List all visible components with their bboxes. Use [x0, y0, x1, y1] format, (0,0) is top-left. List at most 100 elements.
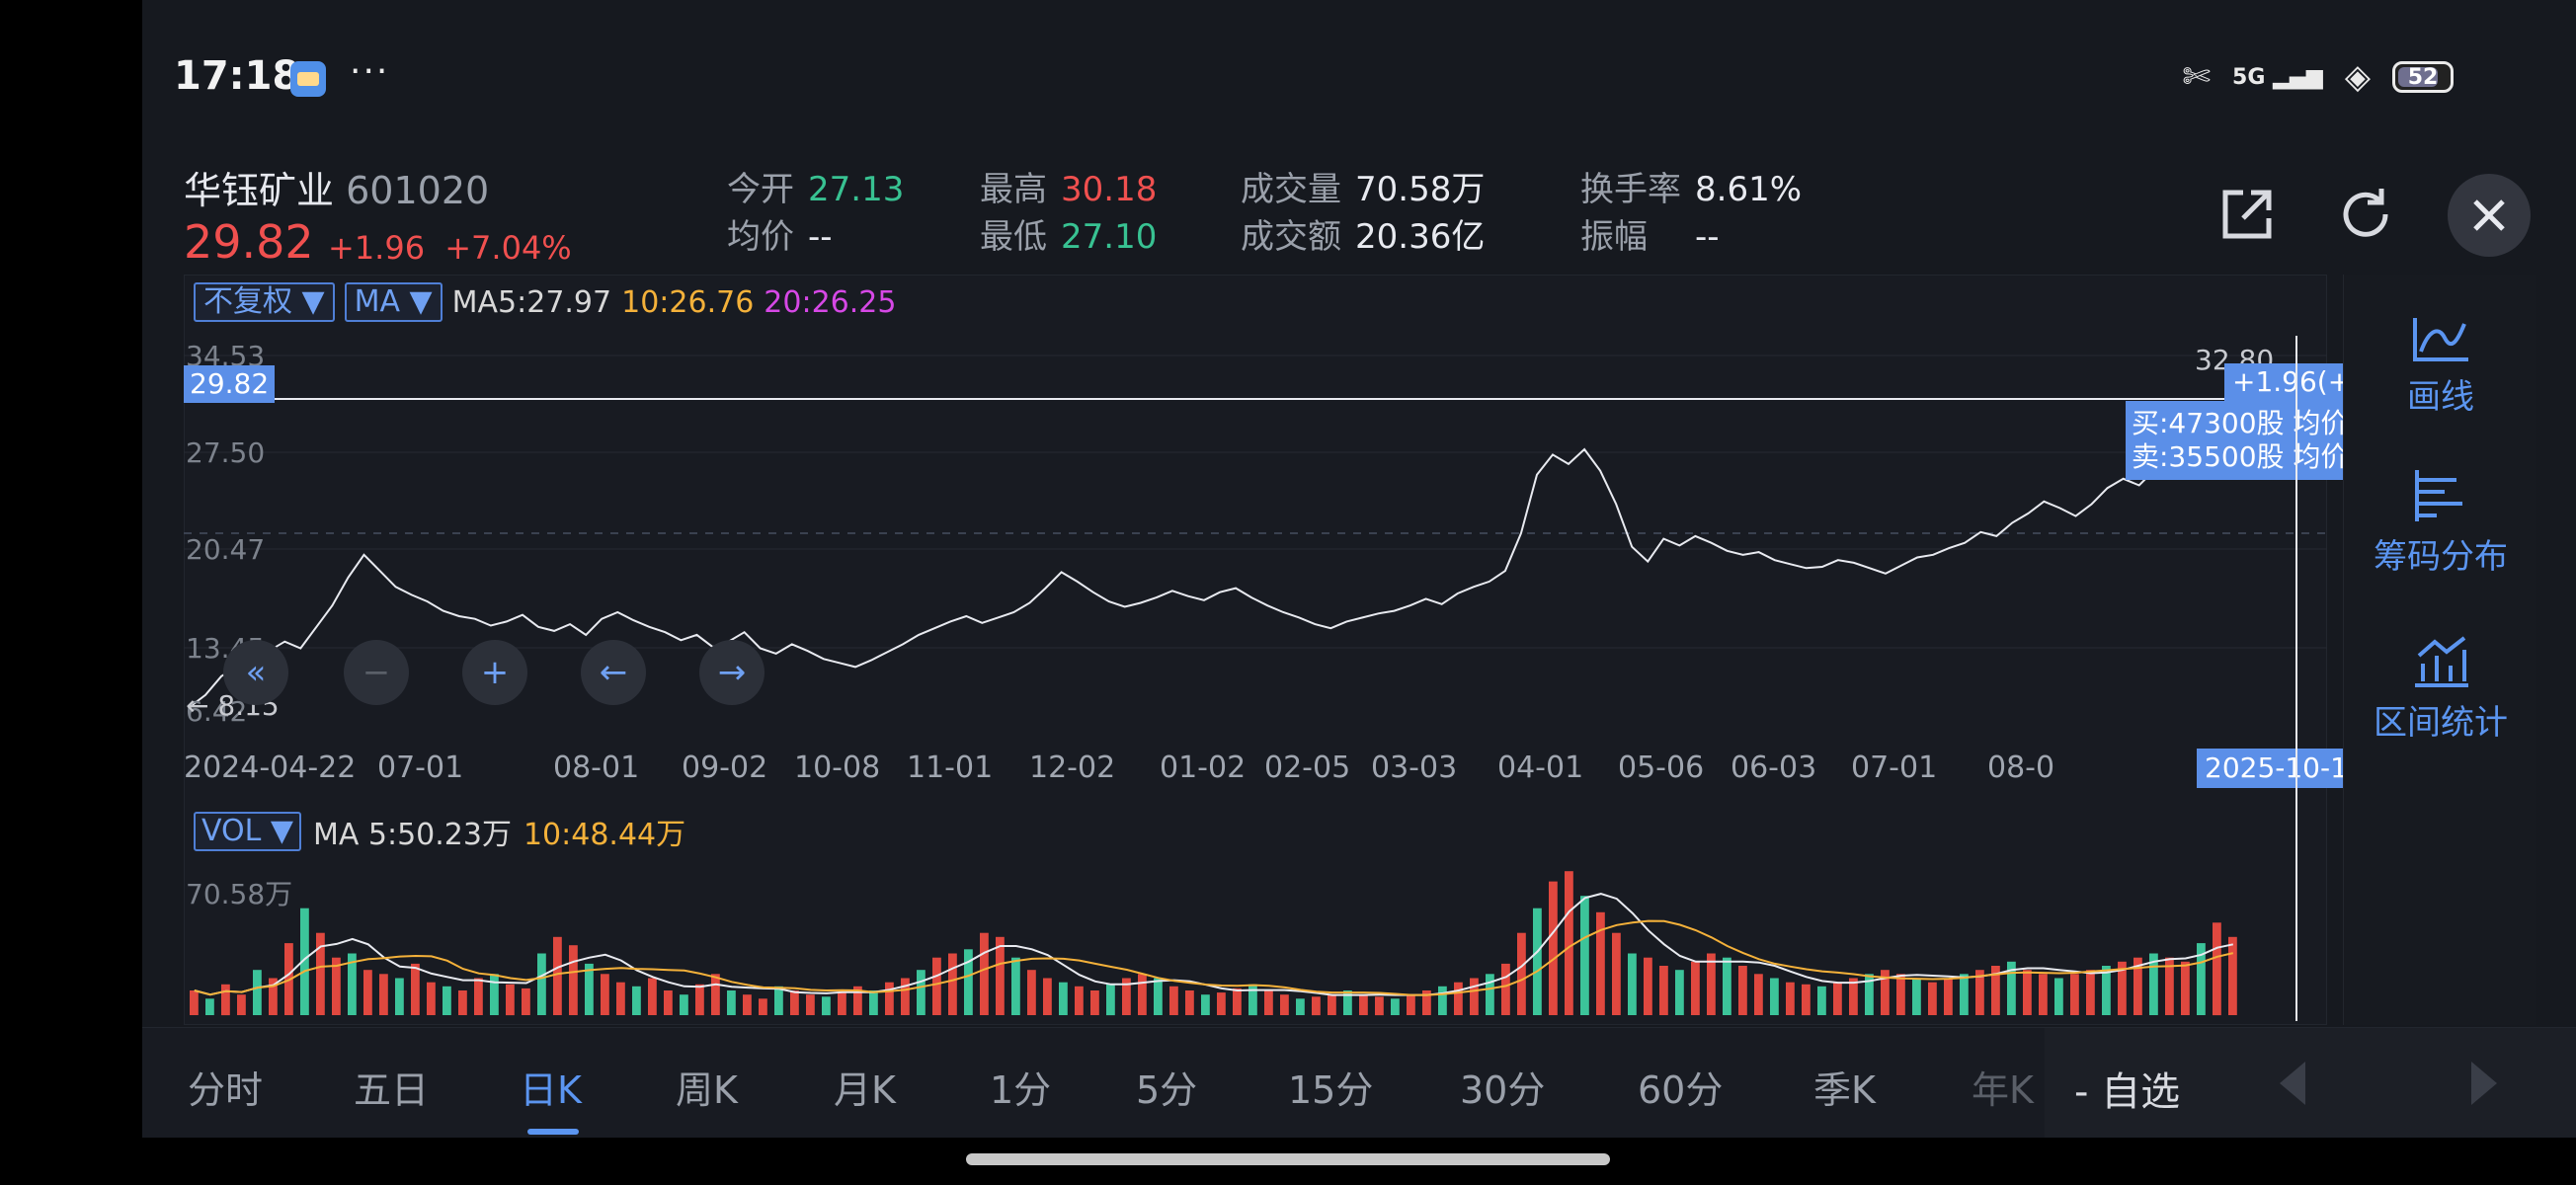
- tab-five-day[interactable]: 五日: [354, 1068, 430, 1112]
- more-notifications-icon: ···: [350, 51, 390, 92]
- tab-yearly-k[interactable]: 年K: [1972, 1068, 2034, 1112]
- volume-bar: [1454, 982, 1463, 1015]
- stock-code: 601020: [346, 169, 490, 212]
- volume-bar: [2213, 922, 2221, 1016]
- y-tick-3: 20.47: [186, 533, 266, 566]
- high-label: 最高: [980, 170, 1047, 209]
- volume-bar: [427, 982, 436, 1015]
- x-tick-10: 04-01: [1497, 750, 1584, 785]
- tab-15min[interactable]: 15分: [1288, 1068, 1374, 1112]
- volume-bar: [2070, 974, 2079, 1015]
- volume-bar: [1612, 932, 1621, 1015]
- volume-bar: [253, 970, 262, 1015]
- volume-bar: [1786, 982, 1795, 1015]
- close-button[interactable]: [2448, 174, 2531, 257]
- status-icons: ✄ 5G ▂▄▆ ◈ 52: [2183, 57, 2454, 97]
- volume-ma10-line: [194, 919, 2234, 996]
- volume-bar: [2039, 974, 2048, 1015]
- volume-bar: [632, 986, 641, 1015]
- volume-bar: [901, 978, 910, 1015]
- volume-bar: [790, 990, 799, 1015]
- next-stock-icon[interactable]: [2471, 1062, 2497, 1105]
- price-line: [189, 418, 2235, 708]
- remove-watchlist-button[interactable]: - 自选: [2074, 1069, 2181, 1115]
- tab-1min[interactable]: 1分: [990, 1068, 1052, 1112]
- prev-stock-icon[interactable]: [2280, 1062, 2305, 1105]
- x-tick-9: 03-03: [1371, 750, 1458, 785]
- tab-30min[interactable]: 30分: [1460, 1068, 1546, 1112]
- turnover-field: 换手率 8.61%: [1580, 162, 1802, 210]
- volume-value: 70.58万: [1355, 170, 1486, 209]
- tab-5min[interactable]: 5分: [1136, 1068, 1198, 1112]
- chip-distribution-tool[interactable]: 筹码分布: [2344, 468, 2537, 578]
- x-tick-5: 11-01: [907, 750, 994, 785]
- volume-bar: [1169, 986, 1178, 1015]
- tab-monthly-k[interactable]: 月K: [834, 1068, 896, 1112]
- volume-bar: [1960, 974, 1969, 1015]
- volume-bar: [348, 953, 357, 1015]
- draw-line-tool[interactable]: 画线: [2344, 314, 2537, 418]
- volume-bar: [1027, 970, 1036, 1015]
- change-value: +1.96: [328, 229, 426, 267]
- volume-bar: [1659, 966, 1668, 1015]
- share-button[interactable]: [2213, 180, 2282, 249]
- volume-bar: [695, 984, 704, 1016]
- tab-quarterly-k[interactable]: 季K: [1813, 1068, 1876, 1112]
- pan-left-button[interactable]: ←: [581, 640, 646, 705]
- battery-level: 52: [2407, 64, 2439, 90]
- volume-bar: [1770, 978, 1779, 1015]
- volume-bar: [1580, 896, 1589, 1015]
- app-screen: 17:18 ··· ✄ 5G ▂▄▆ ◈ 52 华钰矿业 601020 29.8…: [142, 0, 2576, 1138]
- volume-bar: [1912, 978, 1921, 1015]
- volume-indicator-select[interactable]: VOL ▼: [194, 812, 301, 851]
- volume-bar: [1565, 871, 1573, 1015]
- arrow-left-icon: ←: [599, 653, 628, 692]
- volume-bar: [664, 990, 673, 1015]
- volume-bar: [806, 994, 815, 1015]
- vol-ma10: 10:48.44万: [523, 818, 686, 852]
- ma10-value: 10:26.76: [621, 284, 755, 320]
- price-chart[interactable]: [184, 336, 2327, 731]
- zoom-in-button[interactable]: +: [462, 640, 527, 705]
- volume-bar: [522, 988, 530, 1015]
- refresh-button[interactable]: [2331, 180, 2400, 249]
- volume-bar: [1248, 984, 1257, 1016]
- volume-bar: [1090, 990, 1099, 1015]
- draw-line-icon: [2413, 318, 2468, 361]
- x-tick-1: 07-01: [377, 750, 464, 785]
- range-stats-tool[interactable]: 区间统计: [2344, 634, 2537, 744]
- volume-bar: [2007, 961, 2016, 1015]
- volume-bar: [458, 990, 467, 1015]
- double-left-icon: «: [245, 653, 267, 692]
- arrow-right-icon: →: [717, 653, 747, 692]
- volume-bar: [269, 978, 278, 1015]
- volume-bar: [2023, 970, 2032, 1015]
- indicator-select[interactable]: MA ▼: [344, 282, 443, 322]
- volume-bar: [1928, 982, 1937, 1015]
- x-tick-3: 09-02: [682, 750, 768, 785]
- volume-bar: [1691, 961, 1700, 1015]
- avg-label: 均价: [727, 217, 794, 257]
- volume-bar: [1106, 984, 1115, 1016]
- adjust-select[interactable]: 不复权 ▼: [194, 282, 335, 322]
- volume-bar: [2054, 978, 2063, 1015]
- tab-daily-k[interactable]: 日K: [520, 1068, 582, 1112]
- volume-chart[interactable]: [184, 859, 2327, 1017]
- volume-bar: [1991, 966, 2000, 1015]
- low-label: 最低: [980, 217, 1047, 257]
- tab-weekly-k[interactable]: 周K: [676, 1068, 738, 1112]
- pan-right-button[interactable]: →: [699, 640, 765, 705]
- volume-bar: [759, 998, 767, 1015]
- jump-start-button[interactable]: «: [223, 640, 288, 705]
- y-tick-2: 27.50: [186, 436, 266, 469]
- tab-intraday[interactable]: 分时: [188, 1068, 264, 1112]
- home-indicator[interactable]: [966, 1153, 1610, 1165]
- volume-bar: [980, 932, 989, 1015]
- period-tab-bar: 分时 五日 日K 周K 月K 1分 5分 15分 30分 60分 季K 年K -…: [142, 1027, 2576, 1138]
- zoom-out-button[interactable]: −: [344, 640, 409, 705]
- last-price: 29.82: [184, 215, 314, 269]
- x-tick-12: 06-03: [1731, 750, 1817, 785]
- tab-60min[interactable]: 60分: [1638, 1068, 1724, 1112]
- volume-bar: [1849, 978, 1858, 1015]
- avg-field: 均价 --: [727, 209, 833, 258]
